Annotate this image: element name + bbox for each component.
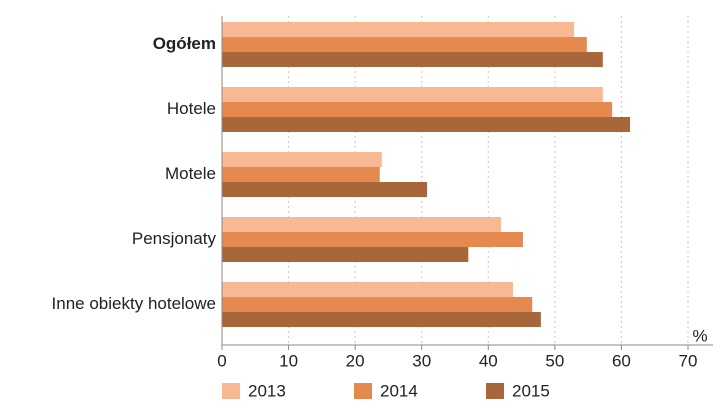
x-unit: % [692,326,707,345]
y-tick-label: Ogółem [153,34,216,53]
legend-label: 2014 [380,381,418,400]
bar [222,232,523,247]
bar [222,152,382,167]
y-tick-label: Pensjonaty [132,229,217,248]
legend-swatch [222,383,240,399]
bar [222,297,533,312]
x-tick-label: 70 [679,351,698,370]
bar [222,102,613,117]
legend-label: 2013 [248,381,286,400]
y-tick-label: Inne obiekty hotelowe [52,294,216,313]
x-tick-label: 60 [612,351,631,370]
legend-swatch [354,383,372,399]
x-tick-label: 50 [545,351,564,370]
bar [222,217,501,232]
bar [222,22,575,37]
bar [222,247,469,262]
x-tick-label: 30 [412,351,431,370]
x-tick-label: 40 [479,351,498,370]
y-tick-label: Hotele [167,99,216,118]
x-tick-label: 10 [279,351,298,370]
bar [222,52,603,67]
y-tick-label: Motele [165,164,216,183]
bar [222,182,428,197]
x-tick-label: 0 [217,351,226,370]
legend-label: 2015 [512,381,550,400]
x-tick-label: 20 [346,351,365,370]
legend-swatch [486,383,504,399]
bar [222,282,513,297]
bar [222,117,631,132]
bar [222,312,541,327]
bar [222,37,587,52]
bar [222,167,380,182]
bar [222,87,603,102]
